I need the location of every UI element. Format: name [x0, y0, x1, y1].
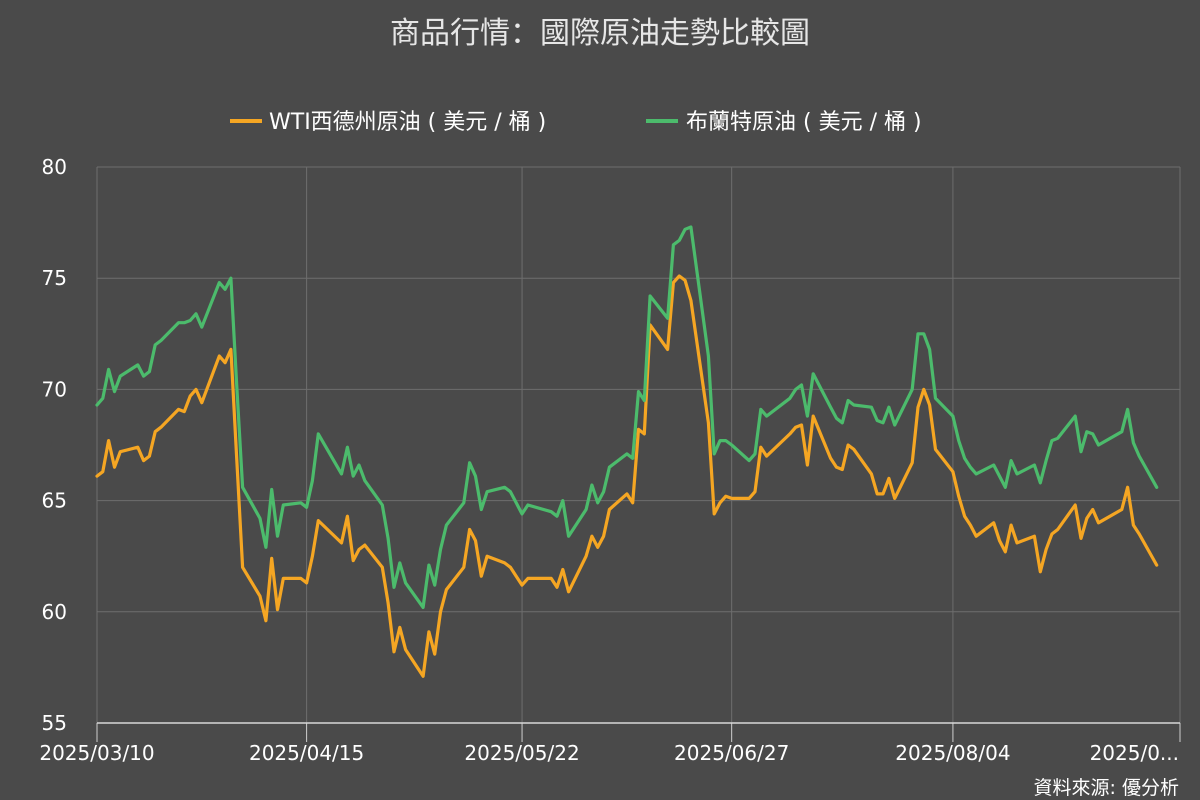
- legend-label-wti: WTI西德州原油 ( 美元 / 桶 ): [269, 110, 546, 135]
- x-tick-label: 2025/06/27: [674, 741, 789, 765]
- x-tick-label: 2025/08/04: [895, 741, 1010, 765]
- x-tick-label: 2025/0...: [1090, 741, 1179, 765]
- y-tick-label: 80: [42, 155, 67, 179]
- y-tick-label: 60: [42, 600, 67, 624]
- x-tick-label: 2025/05/22: [464, 741, 579, 765]
- y-tick-label: 75: [42, 266, 67, 290]
- source-note: 資料來源: 優分析: [1034, 777, 1179, 799]
- y-tick-label: 65: [42, 489, 67, 513]
- chart-title: 商品行情：國際原油走勢比較圖: [390, 16, 810, 51]
- axes: 55 60 65 70 75 80 2025/03/10 2025/04/15 2025/05/…: [39, 155, 1180, 765]
- x-tick-label: 2025/04/15: [249, 741, 364, 765]
- x-tick-label: 2025/03/10: [39, 741, 154, 765]
- y-tick-label: 55: [42, 711, 67, 735]
- legend: WTI西德州原油 ( 美元 / 桶 ) 布蘭特原油 ( 美元 / 桶 ): [230, 110, 922, 135]
- legend-item-brent[interactable]: 布蘭特原油 ( 美元 / 桶 ): [646, 110, 922, 135]
- legend-label-brent: 布蘭特原油 ( 美元 / 桶 ): [686, 110, 922, 135]
- series-line-brent: [97, 227, 1157, 607]
- series-lines: [97, 227, 1157, 676]
- y-tick-label: 70: [42, 377, 67, 401]
- legend-item-wti[interactable]: WTI西德州原油 ( 美元 / 桶 ): [230, 110, 546, 135]
